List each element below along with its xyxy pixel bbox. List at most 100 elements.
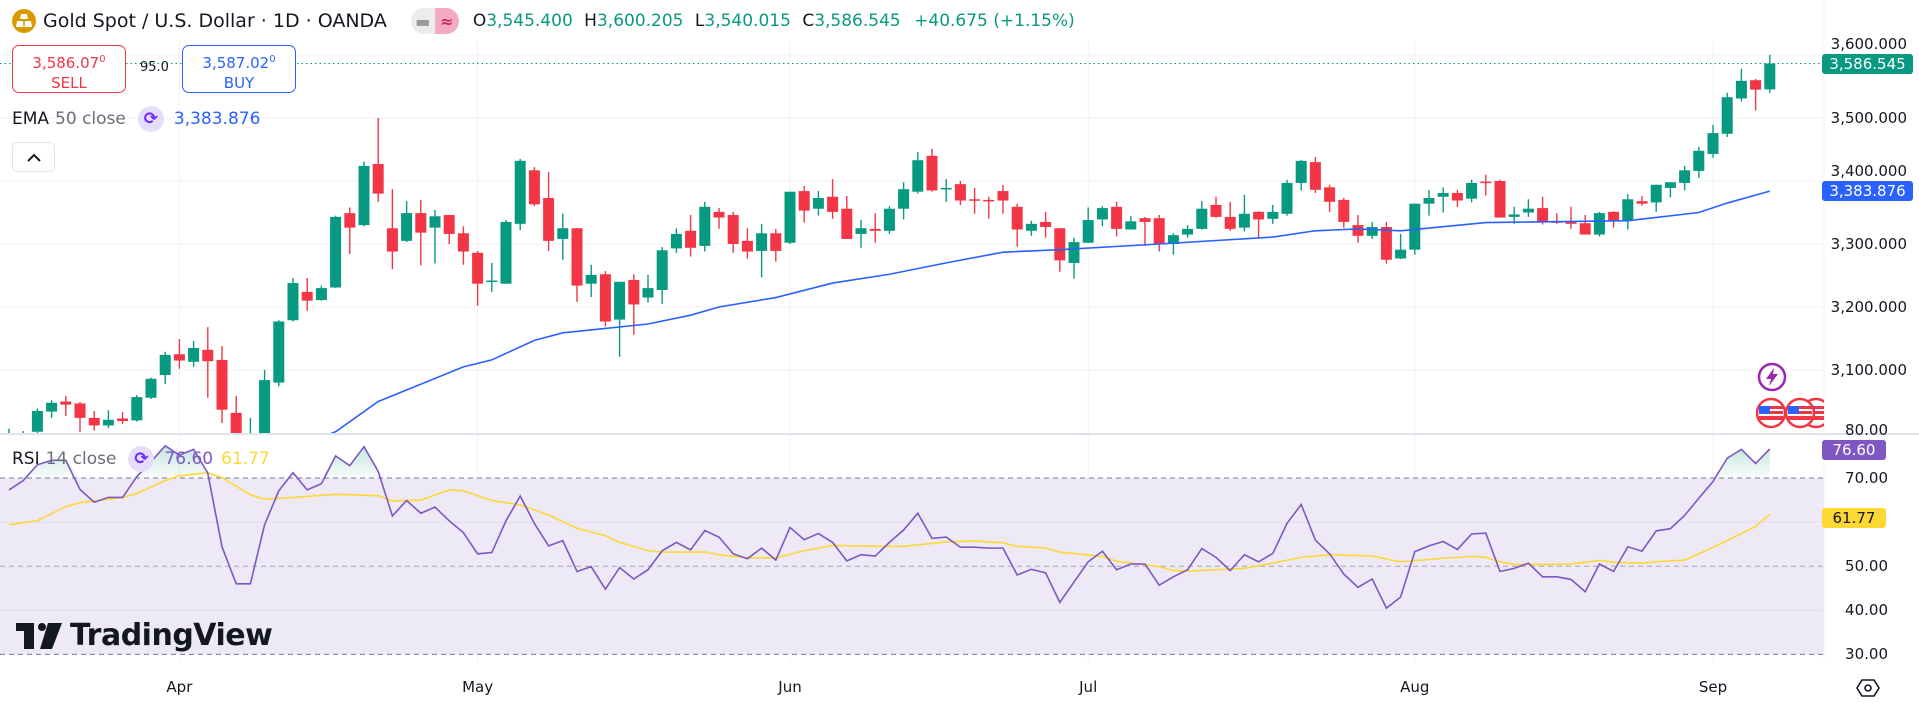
candle-body	[188, 347, 200, 362]
candle	[500, 220, 512, 284]
lightning-icon[interactable]	[1757, 362, 1787, 396]
market-status-toggle[interactable]: ▬ ≈	[410, 8, 459, 34]
low-label: L	[694, 11, 705, 31]
candle-body	[1735, 80, 1747, 99]
candle	[784, 191, 796, 244]
rsi-series	[8, 444, 1771, 610]
candle-body	[443, 215, 455, 234]
price-tick-label: 3,500.000	[1830, 109, 1907, 127]
candle	[812, 191, 824, 216]
ohlc-values: O3,545.400 H3,600.205 L3,540.015 C3,586.…	[473, 11, 1075, 31]
candle	[699, 201, 711, 252]
sell-button[interactable]: 3,586.070 SELL	[12, 45, 126, 93]
cycle-arrows-icon[interactable]: ⟳	[137, 106, 164, 132]
candle-body	[1636, 201, 1648, 204]
rsi-legend[interactable]: RSI 14 close ⟳ 76.60 61.77	[12, 446, 270, 472]
candle-body	[1366, 226, 1378, 236]
candle	[1721, 92, 1733, 137]
candle-body	[1721, 97, 1733, 134]
symbol-title[interactable]: Gold Spot / U.S. Dollar · 1D · OANDA	[43, 10, 387, 32]
candle-body	[926, 155, 938, 191]
candle	[1139, 216, 1151, 246]
economic-events[interactable]	[1756, 397, 1824, 429]
candle-body	[88, 417, 100, 426]
collapse-legend-button[interactable]	[12, 142, 55, 172]
candle	[628, 274, 640, 335]
candle	[1466, 179, 1478, 203]
candle-body	[18, 434, 29, 439]
candle-body	[1267, 211, 1279, 219]
rsi-value: 76.60	[164, 449, 214, 469]
candle-body	[883, 208, 895, 231]
candle-body	[1224, 216, 1236, 229]
candle	[429, 209, 441, 264]
candle-body	[173, 354, 185, 361]
candle	[159, 351, 171, 384]
cycle-arrows-icon[interactable]: ⟳	[128, 446, 155, 472]
candle-body	[315, 288, 327, 301]
candle-body	[869, 228, 881, 231]
candle	[131, 395, 143, 422]
us-flag-icon	[1756, 397, 1787, 429]
candle	[1622, 194, 1634, 230]
candle	[1522, 199, 1534, 217]
candle-body	[855, 228, 867, 234]
candle	[301, 278, 313, 311]
candle	[372, 118, 384, 202]
candle-body	[1664, 182, 1676, 188]
settings-hexagon-icon[interactable]	[1856, 678, 1880, 702]
buy-label: BUY	[223, 74, 255, 92]
close-label: C	[802, 11, 815, 31]
candle-body	[500, 221, 512, 284]
ema-legend[interactable]: EMA 50 close ⟳ 3,383.876	[12, 106, 260, 132]
candle-body	[287, 283, 299, 321]
candle-body	[1693, 150, 1705, 171]
candle-body	[827, 196, 839, 212]
candle	[1281, 179, 1293, 216]
candle-body	[1025, 223, 1037, 231]
candle	[88, 410, 100, 431]
candle	[344, 207, 356, 255]
candle	[1025, 220, 1037, 236]
candle	[1338, 198, 1350, 228]
candle-body	[1281, 182, 1293, 214]
candle-body	[259, 380, 271, 433]
candle	[1508, 206, 1520, 224]
candle-body	[386, 228, 398, 252]
open-value: 3,545.400	[486, 11, 573, 31]
candle-body	[145, 378, 157, 398]
candle	[642, 274, 654, 303]
candle	[656, 247, 668, 304]
rsi-tick-label: 40.00	[1845, 601, 1888, 620]
buy-price: 3,587.02	[202, 54, 270, 72]
candle-body	[1622, 199, 1634, 221]
candle	[1153, 215, 1165, 252]
candle	[614, 281, 626, 357]
candle	[983, 196, 995, 219]
candle-body	[1238, 213, 1250, 228]
candle	[827, 179, 839, 219]
candle-body	[1082, 220, 1094, 243]
candle	[1096, 206, 1108, 227]
candle	[1636, 196, 1648, 206]
candle-body	[344, 213, 356, 228]
candle	[1324, 184, 1336, 212]
candle	[457, 226, 469, 265]
candle-body	[1352, 225, 1364, 236]
candle-body	[1593, 213, 1605, 235]
sell-label: SELL	[51, 74, 87, 92]
candle	[1238, 194, 1250, 232]
rsi-overbought-fill	[9, 445, 1770, 478]
candle-body	[1125, 221, 1137, 230]
candle	[31, 408, 43, 433]
approx-wave-icon[interactable]: ≈	[434, 8, 459, 34]
candle	[1040, 211, 1052, 238]
buy-button[interactable]: 3,587.020 BUY	[182, 45, 296, 93]
candle-body	[514, 160, 526, 224]
candle	[954, 181, 966, 205]
candle	[74, 402, 86, 432]
candle	[46, 400, 58, 418]
minus-icon[interactable]: ▬	[410, 8, 435, 34]
candle-body	[415, 213, 427, 233]
